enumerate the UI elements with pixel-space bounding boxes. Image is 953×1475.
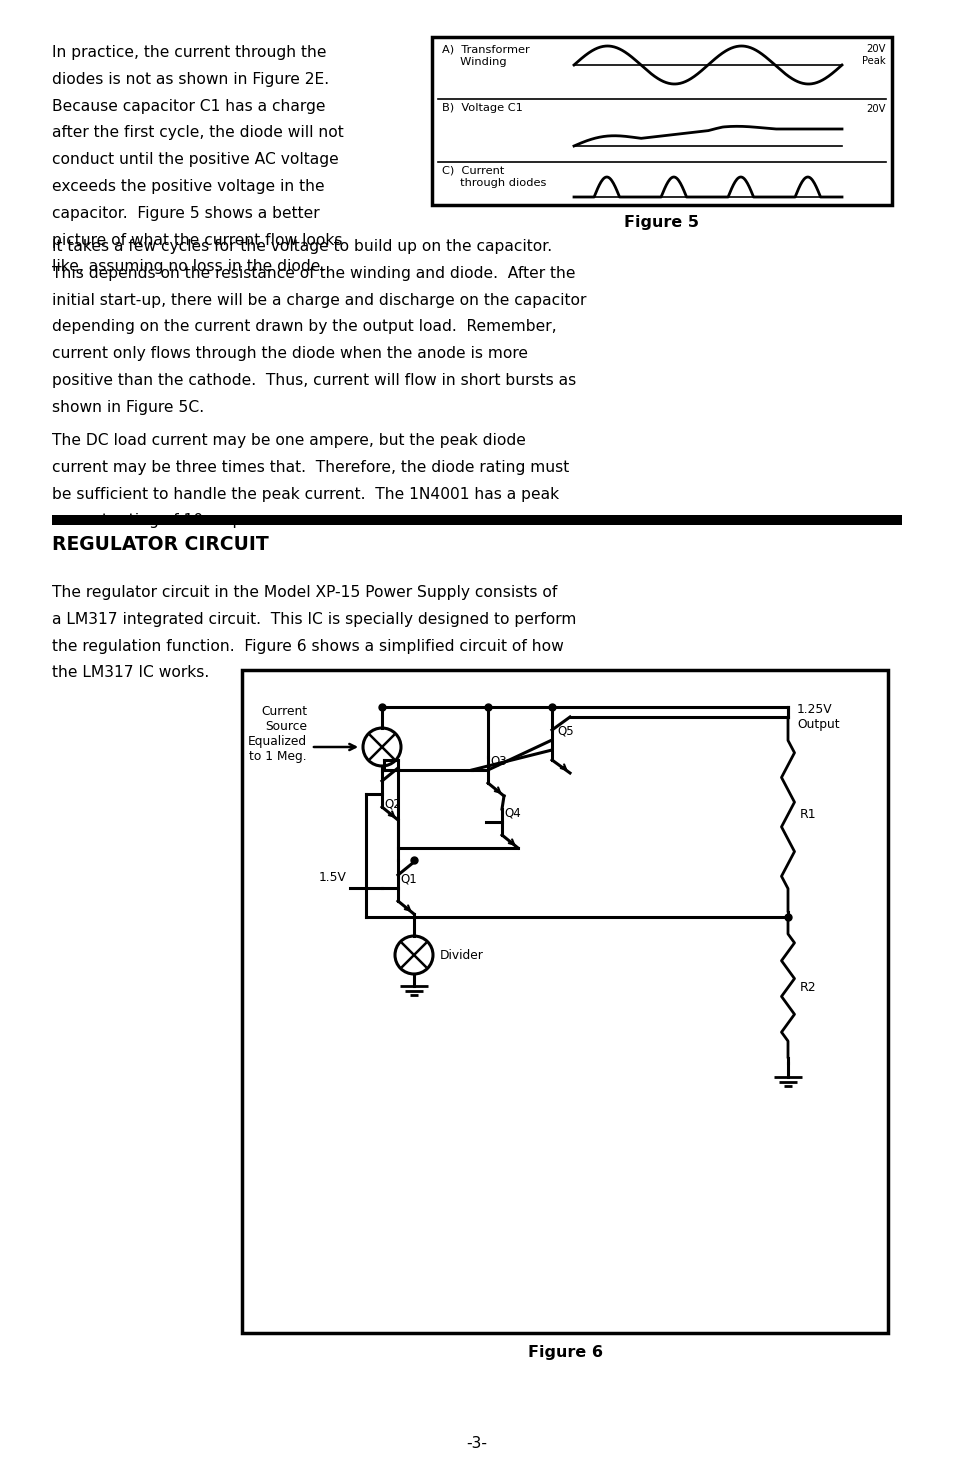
Text: Q5: Q5 [557, 724, 573, 738]
Text: Divider: Divider [439, 948, 483, 962]
Text: the LM317 IC works.: the LM317 IC works. [52, 665, 209, 680]
Text: The DC load current may be one ampere, but the peak diode: The DC load current may be one ampere, b… [52, 434, 525, 448]
Text: -3-: -3- [466, 1435, 487, 1450]
Text: initial start-up, there will be a charge and discharge on the capacitor: initial start-up, there will be a charge… [52, 292, 586, 308]
Text: C)  Current
     through diodes: C) Current through diodes [441, 167, 546, 187]
Bar [52, 515, 901, 525]
Text: Because capacitor C1 has a charge: Because capacitor C1 has a charge [52, 99, 325, 114]
Text: Q1: Q1 [399, 872, 416, 885]
Text: REGULATOR CIRCUIT: REGULATOR CIRCUIT [52, 535, 269, 555]
Text: a LM317 integrated circuit.  This IC is specially designed to perform: a LM317 integrated circuit. This IC is s… [52, 612, 576, 627]
Bar [242, 670, 887, 1333]
Text: like, assuming no loss in the diode.: like, assuming no loss in the diode. [52, 260, 325, 274]
Text: A)  Transformer
     Winding: A) Transformer Winding [441, 46, 529, 66]
Text: shown in Figure 5C.: shown in Figure 5C. [52, 400, 204, 414]
Text: depending on the current drawn by the output load.  Remember,: depending on the current drawn by the ou… [52, 320, 556, 335]
Text: be sufficient to handle the peak current.  The 1N4001 has a peak: be sufficient to handle the peak current… [52, 487, 558, 502]
Text: after the first cycle, the diode will not: after the first cycle, the diode will no… [52, 125, 343, 140]
Text: This depends on the resistance of the winding and diode.  After the: This depends on the resistance of the wi… [52, 266, 575, 280]
Text: It takes a few cycles for the voltage to build up on the capacitor.: It takes a few cycles for the voltage to… [52, 239, 552, 254]
Text: Q2: Q2 [384, 796, 400, 810]
Text: Figure 5: Figure 5 [624, 215, 699, 230]
Text: current may be three times that.  Therefore, the diode rating must: current may be three times that. Therefo… [52, 460, 569, 475]
Text: 1.5V: 1.5V [319, 872, 347, 884]
Text: The regulator circuit in the Model XP-15 Power Supply consists of: The regulator circuit in the Model XP-15… [52, 586, 557, 600]
Text: the regulation function.  Figure 6 shows a simplified circuit of how: the regulation function. Figure 6 shows … [52, 639, 563, 653]
Text: R2: R2 [800, 981, 816, 994]
Text: 1.25V
Output: 1.25V Output [796, 704, 839, 732]
Text: Q4: Q4 [503, 805, 520, 819]
Text: 20V
Peak: 20V Peak [862, 44, 885, 65]
Text: R1: R1 [800, 808, 816, 822]
Text: Current
Source
Equalized
to 1 Meg.: Current Source Equalized to 1 Meg. [248, 705, 307, 763]
Text: B)  Voltage C1: B) Voltage C1 [441, 103, 522, 114]
Text: positive than the cathode.  Thus, current will flow in short bursts as: positive than the cathode. Thus, current… [52, 373, 576, 388]
Text: capacitor.  Figure 5 shows a better: capacitor. Figure 5 shows a better [52, 207, 319, 221]
Text: conduct until the positive AC voltage: conduct until the positive AC voltage [52, 152, 338, 167]
Text: Q3: Q3 [490, 754, 506, 767]
Text: 20V: 20V [865, 105, 885, 114]
Text: current rating of 10 amps.: current rating of 10 amps. [52, 513, 255, 528]
Text: exceeds the positive voltage in the: exceeds the positive voltage in the [52, 178, 324, 195]
Bar [432, 37, 891, 205]
Text: diodes is not as shown in Figure 2E.: diodes is not as shown in Figure 2E. [52, 72, 329, 87]
Text: Figure 6: Figure 6 [527, 1345, 602, 1360]
Text: picture of what the current flow looks: picture of what the current flow looks [52, 233, 342, 248]
Text: In practice, the current through the: In practice, the current through the [52, 46, 326, 60]
Text: current only flows through the diode when the anode is more: current only flows through the diode whe… [52, 347, 527, 361]
